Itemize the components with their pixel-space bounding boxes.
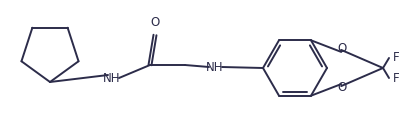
Text: O: O — [337, 42, 346, 55]
Text: F: F — [392, 50, 399, 63]
Text: F: F — [392, 72, 399, 85]
Text: NH: NH — [103, 72, 120, 85]
Text: NH: NH — [206, 60, 223, 73]
Text: O: O — [337, 81, 346, 94]
Text: O: O — [150, 16, 159, 29]
